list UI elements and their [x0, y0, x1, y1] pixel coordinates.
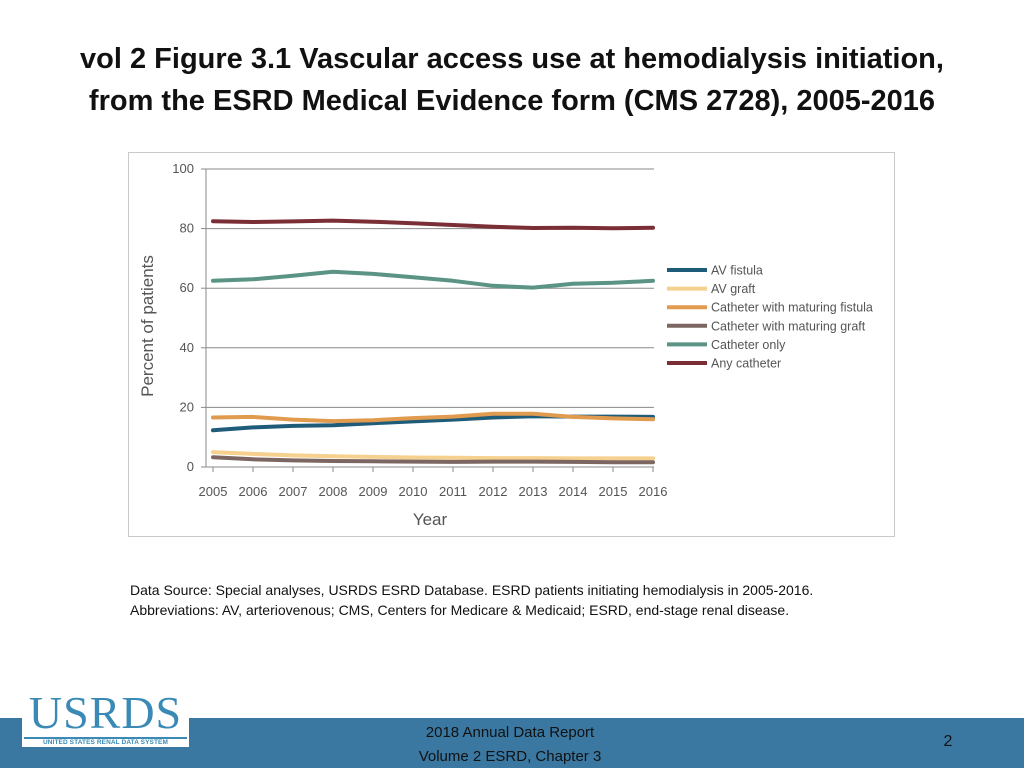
y-tick-label: 20 — [180, 399, 194, 414]
y-axis-title: Percent of patients — [138, 255, 157, 397]
series-line-catheter-only — [211, 269, 655, 290]
data-source-note: Data Source: Special analyses, USRDS ESR… — [130, 580, 950, 620]
x-tick-label: 2007 — [279, 484, 308, 499]
y-tick-label: 100 — [172, 161, 194, 176]
page-number: 2 — [943, 733, 953, 750]
x-tick-label: 2008 — [319, 484, 348, 499]
chart-frame: 0 20 40 60 80 100 2005 2006 2007 2008 2009 2010 2011… — [128, 152, 895, 537]
x-tick-label: 2005 — [199, 484, 228, 499]
slide-title: vol 2 Figure 3.1 Vascular access use at … — [20, 38, 1004, 122]
report-volume: Volume 2 ESRD, Chapter 3 — [418, 748, 602, 765]
line-chart: 0 20 40 60 80 100 2005 2006 2007 2008 2009 2010 2011… — [138, 161, 873, 529]
x-tick-label: 2009 — [359, 484, 388, 499]
data-source-line: Data Source: Special analyses, USRDS ESR… — [130, 582, 814, 598]
series-line-av-graft — [211, 450, 655, 461]
usrds-logo: USRDS UNITED STATES RENAL DATA SYSTEM — [22, 689, 189, 747]
series-line-any-catheter — [211, 218, 655, 231]
legend-label-av-graft: AV graft — [711, 282, 756, 296]
series-line-catheter-with-maturing-fistula — [211, 411, 655, 424]
x-tick-label: 2014 — [559, 484, 588, 499]
abbreviations-line: Abbreviations: AV, arteriovenous; CMS, C… — [130, 602, 790, 618]
x-tick-label: 2012 — [479, 484, 508, 499]
series-line-catheter-with-maturing-graft — [211, 455, 655, 465]
slide-title-line-2: from the ESRD Medical Evidence form (CMS… — [88, 85, 936, 117]
logo-wordmark: USRDS — [28, 687, 183, 738]
y-tick-label: 60 — [180, 280, 194, 295]
logo-subtitle: UNITED STATES RENAL DATA SYSTEM — [42, 739, 169, 746]
x-tick-label: 2011 — [439, 484, 467, 499]
legend-label-catheter-with-maturing-fistula: Catheter with maturing fistula — [711, 301, 873, 315]
x-tick-label: 2006 — [239, 484, 268, 499]
y-tick-label: 0 — [187, 459, 194, 474]
legend-label-any-catheter: Any catheter — [711, 357, 781, 371]
y-tick-label: 40 — [180, 340, 194, 355]
x-tick-label: 2010 — [399, 484, 428, 499]
x-tick-label: 2016 — [639, 484, 668, 499]
report-title: 2018 Annual Data Report — [425, 724, 595, 741]
report-label: 2018 Annual Data Report Volume 2 ESRD, C… — [360, 721, 660, 769]
legend-label-av-fistula: AV fistula — [711, 264, 763, 278]
legend-label-catheter-with-maturing-graft: Catheter with maturing graft — [711, 319, 866, 333]
logo-divider — [24, 737, 187, 739]
y-tick-label: 80 — [180, 221, 194, 236]
legend-label-catheter-only: Catheter only — [711, 338, 786, 352]
x-tick-label: 2013 — [519, 484, 548, 499]
x-tick-label: 2015 — [599, 484, 628, 499]
x-axis-title: Year — [413, 510, 448, 529]
slide-title-line-1: vol 2 Figure 3.1 Vascular access use at … — [80, 43, 944, 75]
